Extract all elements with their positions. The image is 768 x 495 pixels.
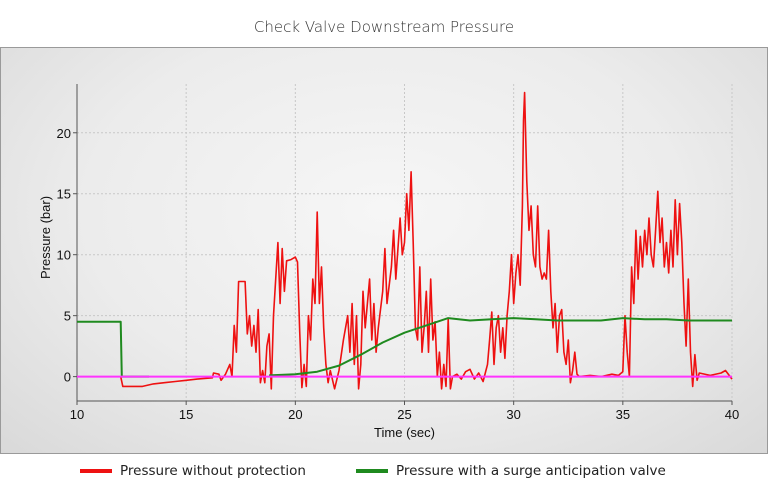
legend-swatch-red [80,469,112,473]
legend: Pressure without protection Pressure wit… [0,463,768,483]
legend-item-without-protection: Pressure without protection [80,463,306,479]
x-tick-label: 10 [70,407,84,422]
series-without-protection [119,91,733,390]
legend-item-surge-valve: Pressure with a surge anticipation valve [356,463,666,479]
x-tick-label: 35 [616,407,630,422]
y-tick-label: 0 [64,370,71,385]
legend-label: Pressure without protection [120,463,306,479]
x-tick-label: 15 [179,407,193,422]
y-tick-label: 15 [57,187,71,202]
x-tick-label: 30 [506,407,520,422]
chart-title: Check Valve Downstream Pressure [253,18,515,36]
y-axis-label: Pressure (bar) [38,196,53,279]
series-surge-valve [77,317,732,378]
legend-label: Pressure with a surge anticipation valve [396,463,666,479]
x-tick-label: 25 [397,407,411,422]
x-axis-label: Time (sec) [374,425,435,440]
y-tick-label: 5 [64,309,71,324]
y-tick-label: 20 [57,126,71,141]
legend-swatch-green [356,469,388,473]
x-tick-label: 40 [725,407,739,422]
y-tick-label: 10 [57,248,71,263]
x-tick-label: 20 [288,407,302,422]
